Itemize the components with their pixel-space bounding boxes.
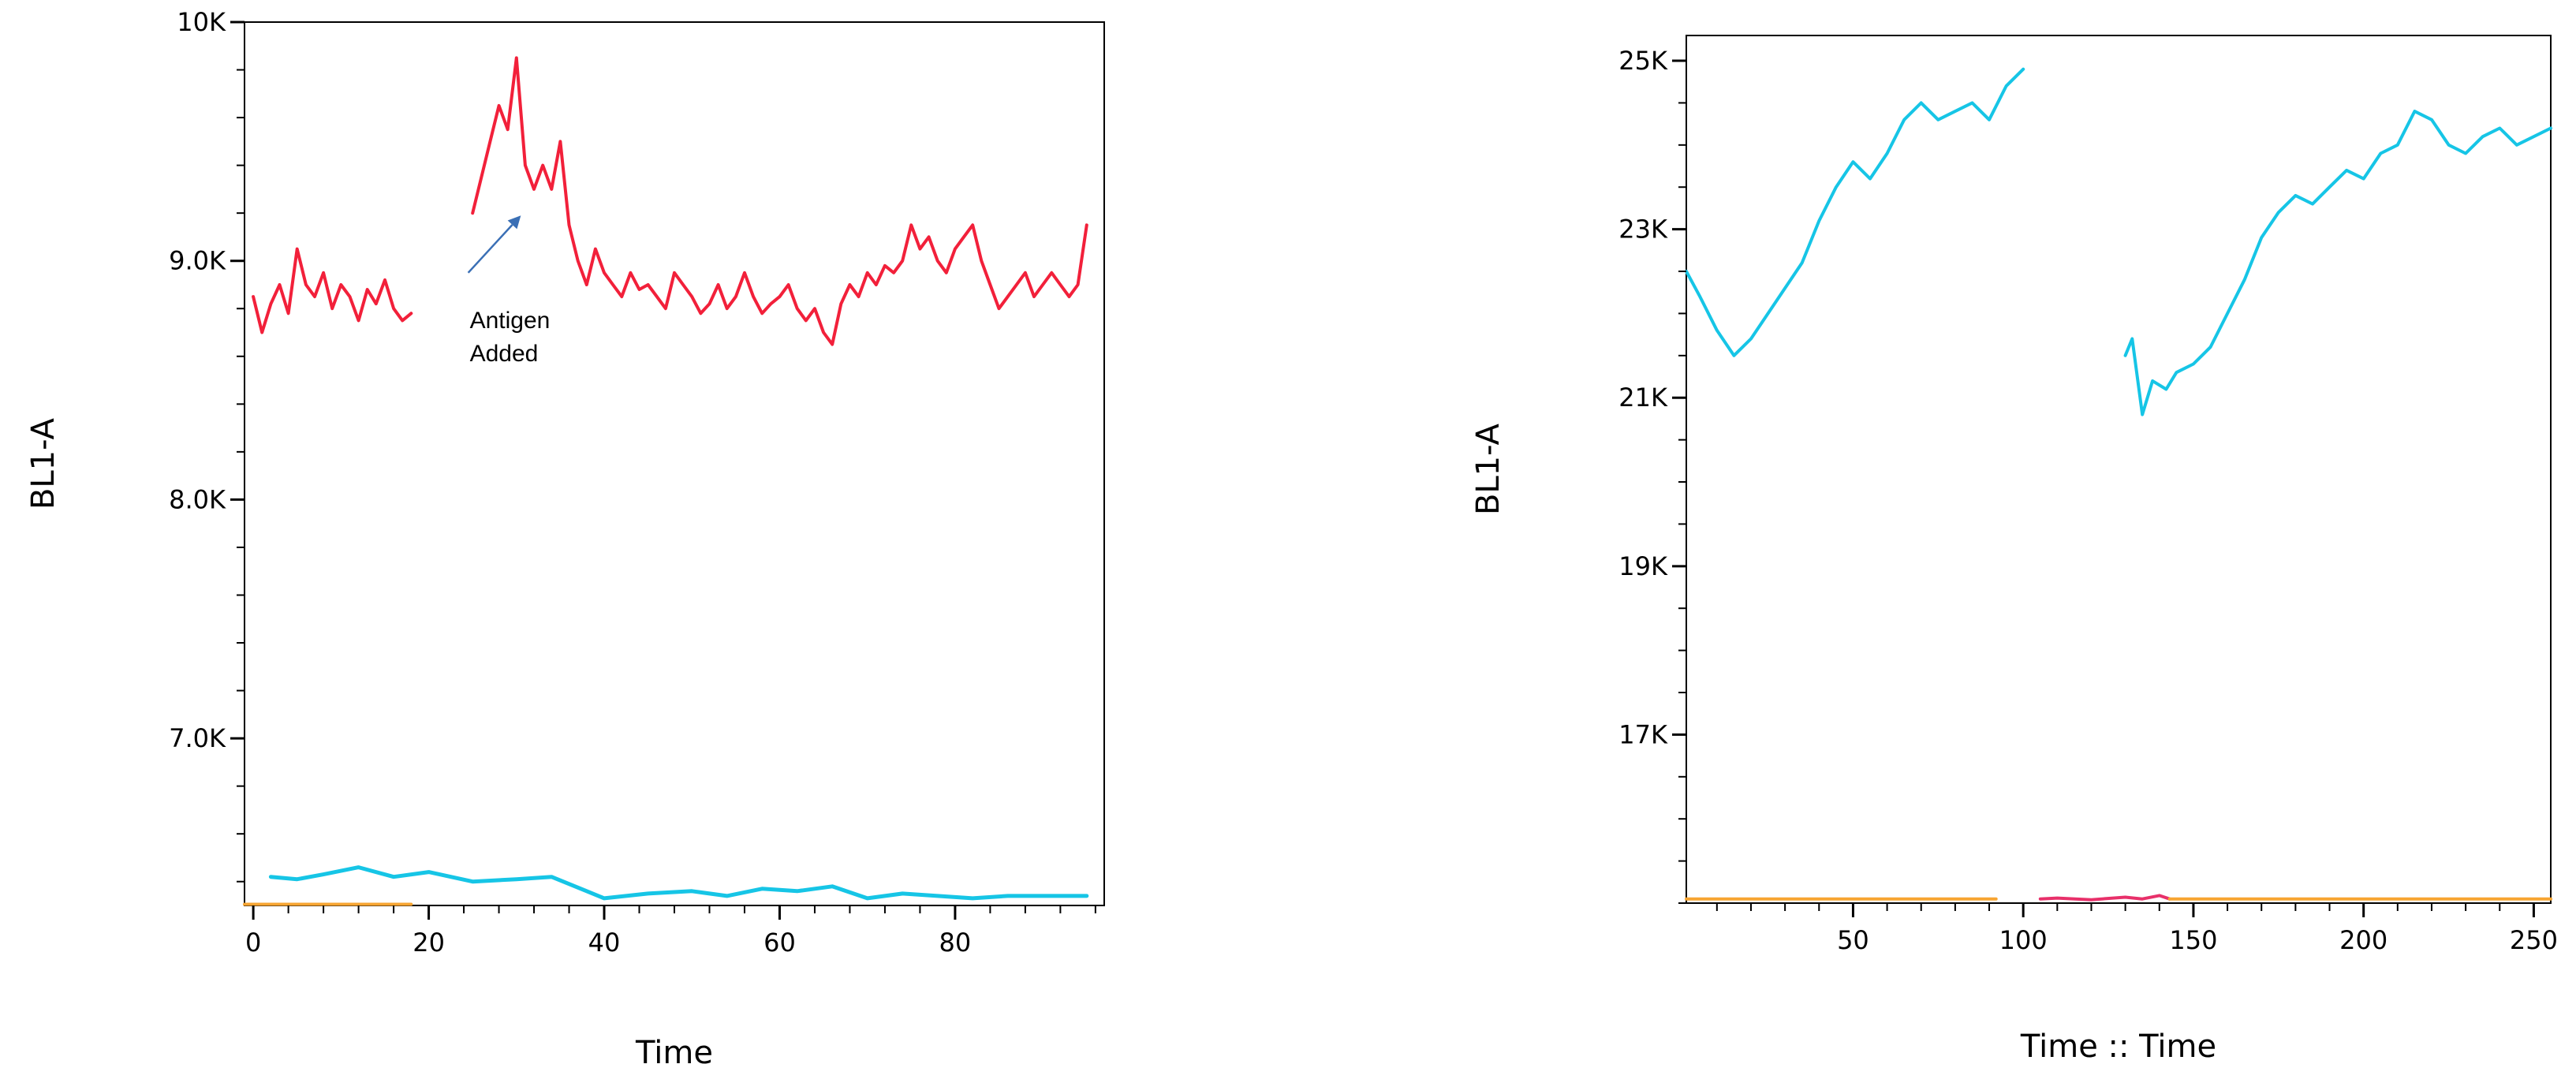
y-tick-label: 10K [177, 7, 226, 37]
x-axis-title: Time [635, 1035, 713, 1071]
y-tick-label: 9.0K [169, 246, 226, 276]
x-tick-label: 250 [2510, 925, 2558, 955]
annotation-arrow-line [467, 224, 513, 274]
plot-frame [1686, 35, 2552, 904]
series-line-3 [268, 865, 1089, 901]
y-tick-label: 25K [1618, 46, 1668, 76]
series-line-2 [2123, 110, 2552, 416]
series-line-2 [471, 56, 1088, 346]
chart-left: 7.0K 8.0K 9.0K 10K 0 20 40 60 80 Antigen Added T… [25, 7, 1105, 1071]
axis-layer: 17K 19K 21K 23K 25K 50 100 150 200 250 [1618, 46, 2558, 955]
y-axis-title: BL1-A [1470, 423, 1506, 515]
annotation-text-line-2: Added [470, 341, 539, 367]
x-tick-label: 20 [413, 928, 445, 958]
series-layer [243, 56, 1089, 906]
series-line-1 [252, 247, 413, 334]
y-tick-label: 17K [1618, 719, 1668, 749]
y-tick-label: 7.0K [169, 723, 226, 753]
y-tick-label: 23K [1618, 215, 1668, 245]
y-tick-label: 19K [1618, 551, 1668, 581]
x-tick-label: 100 [1999, 925, 2048, 955]
x-tick-label: 200 [2339, 925, 2387, 955]
series-line-4 [2038, 894, 2171, 902]
axis-layer: 7.0K 8.0K 9.0K 10K 0 20 40 60 80 [169, 7, 1096, 958]
annotation-text-line-1: Antigen [470, 308, 551, 334]
x-tick-label: 60 [763, 928, 796, 958]
series-line-1 [1685, 67, 2025, 357]
series-layer [1685, 67, 2552, 902]
x-tick-label: 0 [245, 928, 261, 958]
plot-frame [244, 21, 1105, 906]
x-tick-label: 50 [1837, 925, 1869, 955]
y-tick-label: 21K [1618, 383, 1668, 413]
x-tick-label: 40 [588, 928, 621, 958]
x-axis-title: Time :: Time [2020, 1029, 2216, 1065]
annotation-layer: Antigen Added [467, 215, 551, 367]
x-tick-label: 80 [939, 928, 972, 958]
x-tick-label: 150 [2169, 925, 2217, 955]
annotation-arrow-head [507, 215, 521, 230]
y-tick-label: 8.0K [169, 484, 226, 514]
y-axis-title: BL1-A [25, 417, 62, 510]
